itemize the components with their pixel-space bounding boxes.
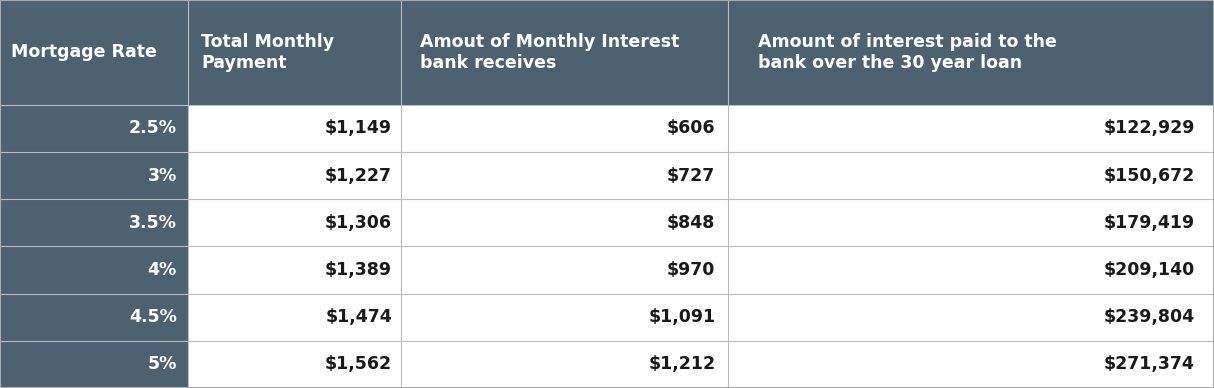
Text: $606: $606: [666, 120, 715, 137]
Bar: [401, 152, 728, 199]
Text: $1,474: $1,474: [325, 308, 392, 326]
Bar: [0, 105, 188, 152]
Text: 4%: 4%: [148, 261, 177, 279]
Text: $1,212: $1,212: [648, 355, 715, 373]
Bar: [401, 341, 728, 388]
Bar: [0, 294, 188, 341]
Text: 2.5%: 2.5%: [129, 120, 177, 137]
Bar: [728, 105, 1214, 152]
Text: Total Monthly
Payment: Total Monthly Payment: [202, 33, 334, 72]
Bar: [728, 0, 1214, 105]
Bar: [188, 152, 401, 199]
Text: Amout of Monthly Interest
bank receives: Amout of Monthly Interest bank receives: [420, 33, 680, 72]
Text: 4.5%: 4.5%: [129, 308, 177, 326]
Bar: [728, 152, 1214, 199]
Bar: [188, 0, 401, 105]
Bar: [728, 246, 1214, 294]
Text: $150,672: $150,672: [1104, 166, 1195, 185]
Text: $239,804: $239,804: [1104, 308, 1195, 326]
Bar: [401, 105, 728, 152]
Text: Amount of interest paid to the
bank over the 30 year loan: Amount of interest paid to the bank over…: [758, 33, 1056, 72]
Bar: [188, 341, 401, 388]
Bar: [188, 199, 401, 246]
Bar: [0, 341, 188, 388]
Text: $970: $970: [666, 261, 715, 279]
Text: $209,140: $209,140: [1104, 261, 1195, 279]
Bar: [0, 246, 188, 294]
Bar: [188, 294, 401, 341]
Bar: [401, 199, 728, 246]
Text: $1,562: $1,562: [325, 355, 392, 373]
Bar: [0, 199, 188, 246]
Text: $727: $727: [666, 166, 715, 185]
Text: 5%: 5%: [148, 355, 177, 373]
Text: $1,306: $1,306: [325, 214, 392, 232]
Text: 3.5%: 3.5%: [129, 214, 177, 232]
Bar: [728, 199, 1214, 246]
Text: $848: $848: [666, 214, 715, 232]
Text: $1,227: $1,227: [325, 166, 392, 185]
Text: Mortgage Rate: Mortgage Rate: [11, 43, 157, 61]
Text: $1,149: $1,149: [325, 120, 392, 137]
Bar: [401, 0, 728, 105]
Bar: [188, 105, 401, 152]
Bar: [728, 294, 1214, 341]
Text: $122,929: $122,929: [1104, 120, 1195, 137]
Text: $1,091: $1,091: [648, 308, 715, 326]
Bar: [401, 246, 728, 294]
Text: $179,419: $179,419: [1104, 214, 1195, 232]
Text: $1,389: $1,389: [325, 261, 392, 279]
Text: $271,374: $271,374: [1104, 355, 1195, 373]
Bar: [401, 294, 728, 341]
Bar: [188, 246, 401, 294]
Bar: [0, 0, 188, 105]
Text: 3%: 3%: [148, 166, 177, 185]
Bar: [728, 341, 1214, 388]
Bar: [0, 152, 188, 199]
